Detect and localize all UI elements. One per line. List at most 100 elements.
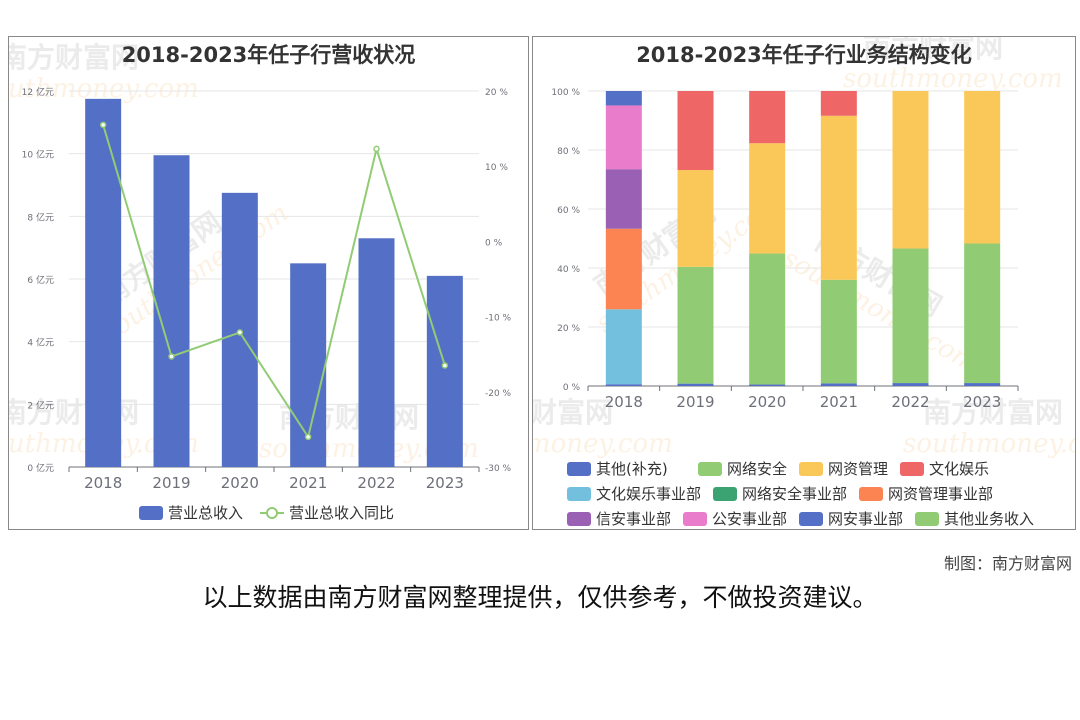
legend-label: 网资管理: [828, 460, 888, 478]
legend-swatch: [567, 462, 591, 476]
stacked-bar-segment: [677, 383, 714, 386]
stacked-bar-segment: [605, 91, 642, 106]
legend-swatch: [900, 462, 924, 476]
revenue-chart-title: 2018-2023年任子行营收状况: [121, 43, 416, 67]
legend-label: 文化娱乐: [929, 460, 989, 478]
legend-swatch: [567, 512, 591, 526]
x-tick-label: 2018: [84, 474, 122, 492]
legend-swatch: [567, 487, 591, 501]
y-tick-label: 10 亿元: [22, 149, 54, 161]
structure-chart: 南方财富网southmoney.com南方财富网southmoney.com南方…: [533, 37, 1076, 528]
x-tick-label: 2021: [820, 393, 858, 411]
stacked-bar-segment: [677, 266, 714, 384]
x-tick-label: 2019: [676, 393, 714, 411]
legend-swatch: [799, 462, 823, 476]
line-point: [304, 433, 312, 441]
y-tick-label: 80 %: [557, 147, 580, 157]
x-tick-label: 2023: [426, 474, 464, 492]
bar: [153, 155, 190, 467]
stacked-bar-segment: [892, 248, 929, 384]
legend-label: 其他业务收入: [944, 510, 1034, 528]
y-tick-label: 0 %: [563, 383, 581, 393]
stacked-bar-segment: [964, 243, 1001, 384]
y-tick-label: 60 %: [557, 206, 580, 216]
y-tick-label: 0 亿元: [27, 462, 54, 474]
legend-swatch: [683, 512, 707, 526]
legend-swatch: [266, 507, 278, 519]
line-point: [99, 121, 107, 129]
y-tick-label: 20 %: [557, 324, 580, 334]
watermark-url: southmoney.com: [843, 64, 1063, 94]
legend-label: 其他(补充): [596, 460, 668, 478]
stacked-bar-segment: [605, 169, 642, 229]
structure-chart-panel: 南方财富网southmoney.com南方财富网southmoney.com南方…: [532, 36, 1076, 530]
stacked-bar-segment: [820, 279, 857, 384]
legend-label: 营业总收入同比: [289, 504, 394, 522]
legend-swatch: [799, 512, 823, 526]
stacked-bar-segment: [964, 383, 1001, 386]
y2-tick-label: 0 %: [485, 238, 503, 248]
stacked-bar-segment: [605, 105, 642, 170]
y2-tick-label: 20 %: [485, 88, 508, 98]
legend-label: 网安事业部: [828, 510, 903, 528]
line-point: [168, 353, 175, 360]
legend-swatch: [698, 462, 722, 476]
stacked-bar-segment: [892, 91, 929, 249]
stacked-bar-segment: [964, 91, 1001, 244]
legend-label: 信安事业部: [596, 510, 671, 528]
stacked-bar-segment: [820, 115, 857, 280]
legend-swatch: [139, 506, 163, 520]
legend-label: 网资管理事业部: [888, 485, 993, 503]
x-tick-label: 2018: [605, 393, 643, 411]
bar: [426, 275, 463, 467]
stacked-bar-segment: [820, 91, 857, 116]
stacked-bar-segment: [605, 228, 642, 310]
line-point: [373, 145, 380, 153]
y-tick-label: 2 亿元: [27, 399, 54, 411]
legend-label: 文化娱乐事业部: [596, 485, 701, 503]
legend-swatch: [713, 487, 737, 501]
legend-label: 公安事业部: [712, 510, 787, 528]
x-tick-label: 2023: [963, 393, 1001, 411]
revenue-chart: 南方财富网southmoney.com南方财富网southmoney.com南方…: [9, 41, 512, 522]
watermark-brand: 南方财富网: [9, 41, 139, 74]
watermark-url: southmoney.com: [533, 429, 673, 459]
stacked-bar-segment: [749, 253, 786, 385]
x-tick-label: 2019: [152, 474, 190, 492]
watermark-brand: 南方财富网: [923, 396, 1063, 429]
stacked-bar-segment: [677, 170, 714, 267]
watermark-url: southmoney.com: [903, 429, 1076, 459]
disclaimer-text: 以上数据由南方财富网整理提供，仅供参考，不做投资建议。: [202, 583, 878, 612]
legend-swatch: [859, 487, 883, 501]
line-point: [441, 362, 449, 369]
series-line: [102, 124, 446, 440]
x-tick-label: 2022: [357, 474, 395, 492]
stacked-bar-segment: [605, 309, 642, 385]
revenue-chart-panel: 南方财富网southmoney.com南方财富网southmoney.com南方…: [8, 36, 529, 530]
y2-tick-label: -30 %: [485, 464, 512, 474]
x-tick-label: 2022: [891, 393, 929, 411]
x-tick-label: 2020: [221, 474, 259, 492]
legend-label: 营业总收入: [168, 504, 243, 522]
structure-chart-title: 2018-2023年任子行业务结构变化: [636, 43, 972, 67]
y2-tick-label: -20 %: [485, 389, 512, 399]
x-tick-label: 2020: [748, 393, 786, 411]
bar: [358, 238, 395, 467]
legend-label: 网络安全: [727, 460, 787, 478]
stacked-bar-segment: [820, 383, 857, 386]
y-tick-label: 4 亿元: [27, 337, 54, 349]
watermark-brand: 南方财富网: [533, 396, 613, 429]
watermark-brand: 南方财富网: [863, 37, 1003, 64]
legend-swatch: [915, 512, 939, 526]
stacked-bar-segment: [749, 384, 786, 386]
stacked-bar-segment: [749, 91, 786, 144]
y-tick-label: 12 亿元: [22, 86, 54, 98]
y-tick-label: 6 亿元: [27, 274, 54, 286]
y-tick-label: 8 亿元: [27, 211, 54, 223]
y-tick-label: 40 %: [557, 265, 580, 275]
stacked-bar-segment: [749, 143, 786, 254]
